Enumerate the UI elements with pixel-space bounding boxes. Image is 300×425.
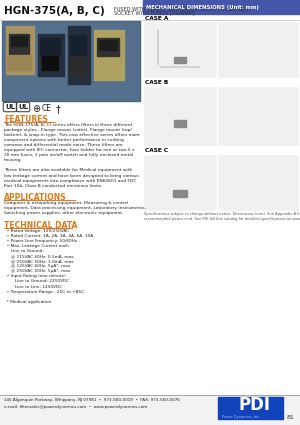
Text: CASE C: CASE C [145,148,168,153]
Bar [166,169,194,187]
Text: CASE B: CASE B [145,80,168,85]
Bar [236,36,271,54]
Bar [6,26,34,74]
Bar [2,21,140,101]
Text: SOCKET WITH FUSE/S (5X20MM): SOCKET WITH FUSE/S (5X20MM) [114,11,195,16]
Text: FUSED WITH ON/OFF SWITCH, IEC 60320 POWER INLET: FUSED WITH ON/OFF SWITCH, IEC 60320 POWE… [114,6,252,11]
Bar [38,34,64,76]
Bar [68,26,90,84]
Bar [99,40,117,50]
Text: APPLICATIONS: APPLICATIONS [4,193,67,202]
Bar [0,395,300,425]
Text: Computer & networking equipment, Measuring & control
equipment, Data processing : Computer & networking equipment, Measuri… [4,201,146,215]
Bar [236,103,271,121]
Text: UL: UL [5,104,15,110]
Bar [70,56,86,76]
Bar [174,120,186,127]
Bar [218,87,298,145]
Text: FEATURES: FEATURES [4,115,48,124]
Text: 81: 81 [286,415,294,420]
Text: MECHANICAL DIMENSIONS (Unit: mm): MECHANICAL DIMENSIONS (Unit: mm) [146,5,259,9]
Bar [218,155,298,210]
Bar [94,30,124,80]
Bar [272,107,278,117]
Text: HGN-375(A, B, C): HGN-375(A, B, C) [4,6,105,16]
Bar [7,55,31,70]
Bar [173,190,187,197]
Text: The HGN-375(A, B, C) series offers filters in three different
package styles - F: The HGN-375(A, B, C) series offers filte… [4,123,140,187]
Text: †: † [56,104,61,114]
Bar [97,38,119,56]
Text: Specifications subject to change without notice. Dimensions (mm). See Appendix A: Specifications subject to change without… [144,212,300,221]
Text: 145 Algonquin Parkway, Whippany, NJ 07981  •  973-560-0019  •  FAX: 973-560-0076: 145 Algonquin Parkway, Whippany, NJ 0798… [4,398,180,402]
Bar [168,101,192,117]
Text: UL: UL [18,104,28,110]
Text: e-mail: filtersales@powerdynamics.com  •  www.powerdynamics.com: e-mail: filtersales@powerdynamics.com • … [4,405,147,409]
Bar [234,171,272,189]
Bar [11,36,27,46]
Text: PDI: PDI [238,396,270,414]
Bar [230,95,280,133]
Bar [70,35,86,55]
Text: CE: CE [42,104,52,113]
Bar [168,119,192,129]
Bar [218,22,298,77]
Bar [228,163,284,203]
Bar [42,56,58,70]
Text: ⊕: ⊕ [32,104,40,114]
Text: TECHNICAL DATA: TECHNICAL DATA [4,221,77,230]
Bar [2,21,140,101]
Bar [166,36,194,54]
Bar [174,57,186,63]
Bar [230,30,280,65]
Bar [160,30,200,65]
Bar [40,38,60,56]
Bar [162,95,198,133]
Bar [166,189,194,199]
Text: CASE A: CASE A [145,16,168,21]
Bar [144,22,216,77]
Bar [144,155,216,210]
Bar [9,34,29,54]
Bar [160,163,200,203]
Bar [166,56,194,64]
Bar [144,87,216,145]
Bar [143,0,300,14]
Text: Power Dynamics, Inc.: Power Dynamics, Inc. [222,415,260,419]
Text: • Rated Voltage: 125/250VAC
  • Rated Current: 1A, 2A, 3A, 4A, 6A, 10A
  • Power: • Rated Voltage: 125/250VAC • Rated Curr… [4,229,93,304]
Bar [218,397,283,419]
